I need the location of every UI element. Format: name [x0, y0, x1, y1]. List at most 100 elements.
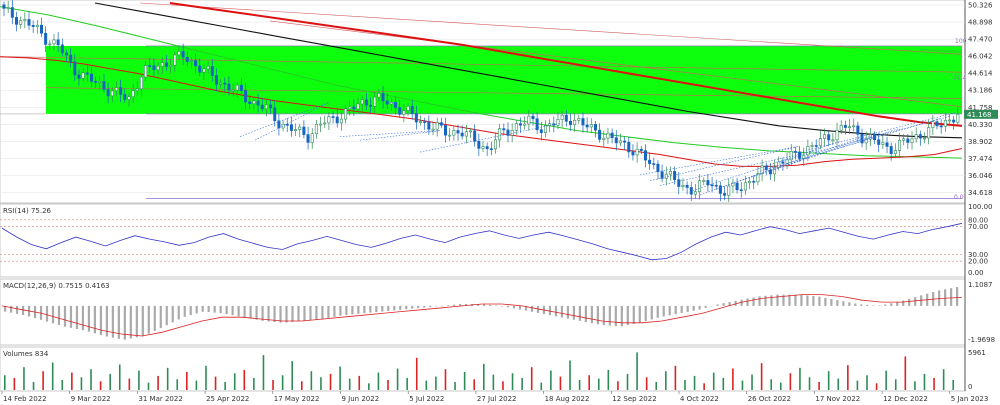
candle-body	[718, 185, 722, 194]
volume-bar	[147, 382, 150, 390]
date-tick-label: 31 Mar 2022	[138, 395, 182, 403]
candle-body	[98, 81, 102, 83]
volume-bar	[626, 373, 629, 390]
macd-hist-bar	[63, 305, 67, 327]
candle-body	[627, 141, 631, 153]
candle-body	[356, 103, 360, 110]
candle-body	[556, 119, 560, 126]
candle-body	[818, 138, 822, 147]
macd-hist-bar	[453, 304, 456, 306]
fib-label-top: 100	[955, 38, 967, 45]
macd-hist-bar	[327, 305, 330, 318]
candle-body	[348, 106, 352, 109]
candle-body	[652, 163, 656, 165]
macd-hist-bar	[417, 305, 420, 309]
candlesticks	[2, 0, 960, 202]
candle-body	[202, 68, 206, 73]
candle-body	[306, 134, 310, 143]
macd-hist-bar	[512, 305, 516, 309]
volume-bar	[128, 378, 131, 390]
candle-body	[848, 126, 852, 129]
macd-bottom-label: -1.9698	[968, 336, 995, 344]
macd-hist-bar	[722, 303, 725, 306]
volume-bar	[23, 367, 25, 390]
macd-hist-bar	[303, 305, 306, 321]
volume-bar	[894, 379, 897, 390]
macd-hist-bar	[734, 300, 737, 306]
macd-hist-bar	[668, 305, 671, 316]
volume-bar	[693, 375, 696, 390]
candle-body	[144, 65, 148, 78]
candle-body	[69, 54, 73, 63]
rsi-levels	[0, 219, 965, 262]
candle-body	[885, 142, 889, 147]
candle-body	[873, 134, 877, 140]
candle-body	[914, 134, 918, 140]
macd-hist-bar	[147, 305, 150, 334]
volume-bar	[32, 381, 35, 390]
macd-hist-bar	[914, 297, 917, 306]
macd-hist-bar	[393, 305, 396, 311]
macd-hist-bar	[794, 294, 797, 306]
macd-hist-bar	[608, 305, 611, 326]
current-price-label: 41.168	[967, 111, 992, 119]
candle-body	[344, 108, 348, 120]
candle-body	[498, 128, 502, 141]
candle-body	[185, 56, 189, 62]
volume-bar	[722, 377, 725, 390]
volume-bar	[138, 370, 140, 390]
macd-hist-bar	[614, 305, 617, 327]
projection-fan-lines	[239, 101, 956, 196]
candle-body	[189, 60, 193, 62]
macd-hist-bar	[219, 305, 222, 314]
volume-bar	[799, 367, 801, 390]
date-tick-label: 27 Jul 2022	[477, 395, 517, 403]
candle-body	[469, 130, 473, 133]
price-tick-label: 40.330	[968, 121, 993, 129]
candle-body	[431, 128, 435, 131]
candle-body	[335, 116, 339, 124]
candle-body	[256, 100, 260, 106]
candle-body	[123, 94, 127, 100]
rsi-label: RSI(14) 75.26	[3, 207, 52, 215]
candle-body	[206, 66, 210, 70]
volume-bar	[808, 377, 811, 390]
volume-bar	[741, 380, 744, 390]
candle-body	[843, 125, 847, 128]
macd-hist-bar	[644, 305, 647, 322]
macd-hist-bar	[890, 303, 893, 306]
candle-body	[31, 25, 35, 27]
volume-bar	[310, 371, 313, 390]
volume-bar	[751, 374, 753, 390]
macd-hist-bar	[752, 297, 755, 306]
candle-body	[394, 101, 398, 108]
candle-body	[352, 106, 356, 110]
candle-body	[623, 140, 627, 143]
ma-red-fast-line	[0, 56, 963, 167]
candle-body	[948, 119, 952, 122]
volume-bar	[703, 383, 705, 390]
candle-body	[6, 7, 10, 9]
candle-body	[235, 84, 239, 91]
candle-body	[48, 43, 52, 46]
candle-body	[831, 139, 835, 142]
candle-body	[898, 139, 902, 151]
candle-body	[64, 52, 68, 56]
macd-hist-bar	[81, 305, 85, 331]
date-tick-label: 5 Jan 2023	[951, 395, 989, 403]
macd-hist-bar	[291, 305, 294, 322]
macd-hist-bar	[758, 296, 761, 306]
macd-hist-bar	[309, 305, 312, 321]
candle-body	[477, 141, 481, 149]
volume-bar	[51, 362, 54, 390]
candle-body	[398, 107, 402, 115]
macd-top-label: 1.1087	[968, 281, 993, 289]
candle-body	[702, 180, 706, 182]
macd-hist-bar	[435, 305, 438, 307]
macd-hist-bar	[680, 305, 683, 313]
candle-body	[639, 148, 643, 151]
volume-bar	[118, 364, 121, 390]
fan-line	[739, 127, 901, 182]
